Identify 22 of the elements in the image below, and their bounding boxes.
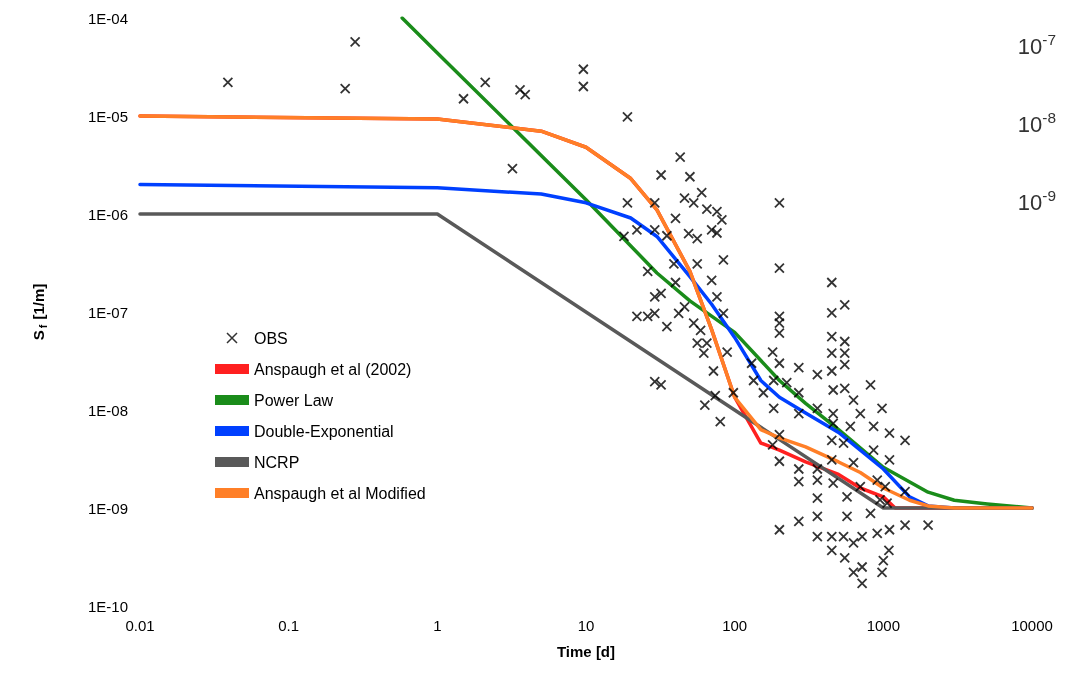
y-axis-title: Sf [1/m] (30, 283, 49, 341)
x-tick-label: 10000 (1011, 617, 1053, 634)
y-tick-label: 1E-05 (87, 107, 128, 125)
x-tick-label: 1000 (866, 617, 901, 634)
x-tick-label: 1 (433, 617, 442, 634)
legend-label: Double-Exponential (254, 422, 394, 440)
y-tick-label: 1E-06 (87, 205, 128, 223)
legend-label: Power Law (254, 391, 334, 409)
x-axis-title: Time [d] (556, 643, 616, 660)
legend-label: OBS (254, 329, 288, 347)
y-tick-label: 1E-07 (87, 303, 128, 321)
x-tick-label: 10 (577, 617, 595, 634)
legend-label: NCRP (254, 453, 300, 471)
x-tick-label: 100 (722, 617, 748, 634)
x-tick-label: 0.01 (125, 617, 155, 634)
legend-label: Anspaugh et al Modified (254, 484, 426, 502)
y-tick-label: 1E-10 (87, 597, 128, 615)
x-tick-label: 0.1 (278, 617, 300, 634)
y-tick-label: 1E-09 (87, 499, 128, 517)
y-tick-label: 1E-08 (87, 401, 128, 419)
legend-label: Anspaugh et al (2002) (254, 360, 412, 378)
y-tick-label: 1E-04 (87, 9, 128, 27)
